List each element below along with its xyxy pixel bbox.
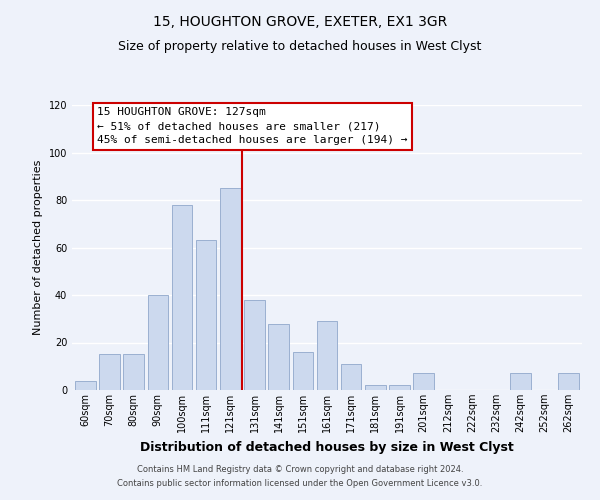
Bar <box>268 324 289 390</box>
Bar <box>510 374 530 390</box>
Bar <box>244 300 265 390</box>
Bar <box>559 374 579 390</box>
Bar <box>341 364 361 390</box>
Bar <box>413 374 434 390</box>
Bar <box>365 385 386 390</box>
Bar <box>317 321 337 390</box>
Bar <box>172 205 192 390</box>
Y-axis label: Number of detached properties: Number of detached properties <box>33 160 43 335</box>
Bar <box>148 295 168 390</box>
Text: 15, HOUGHTON GROVE, EXETER, EX1 3GR: 15, HOUGHTON GROVE, EXETER, EX1 3GR <box>153 15 447 29</box>
X-axis label: Distribution of detached houses by size in West Clyst: Distribution of detached houses by size … <box>140 440 514 454</box>
Bar <box>124 354 144 390</box>
Text: 15 HOUGHTON GROVE: 127sqm
← 51% of detached houses are smaller (217)
45% of semi: 15 HOUGHTON GROVE: 127sqm ← 51% of detac… <box>97 108 408 146</box>
Bar <box>99 354 120 390</box>
Bar <box>389 385 410 390</box>
Bar <box>196 240 217 390</box>
Bar <box>220 188 241 390</box>
Bar <box>293 352 313 390</box>
Text: Contains HM Land Registry data © Crown copyright and database right 2024.
Contai: Contains HM Land Registry data © Crown c… <box>118 466 482 487</box>
Text: Size of property relative to detached houses in West Clyst: Size of property relative to detached ho… <box>118 40 482 53</box>
Bar <box>75 380 95 390</box>
